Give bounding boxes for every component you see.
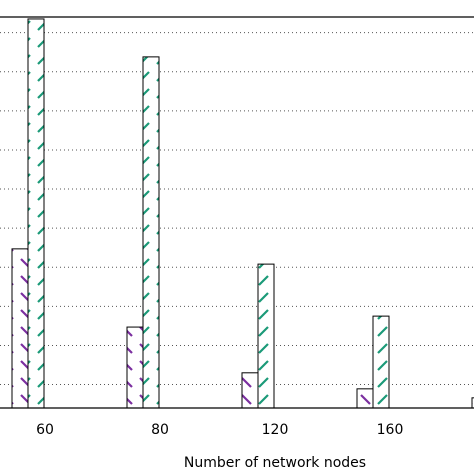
x-tick-label: 160	[377, 422, 404, 438]
x-tick-label: 80	[151, 422, 169, 438]
bar	[372, 315, 390, 409]
bar	[27, 18, 45, 409]
bar	[11, 248, 29, 409]
bar	[471, 397, 474, 409]
bar	[241, 372, 259, 409]
x-tick-label: 120	[262, 422, 289, 438]
bar	[257, 263, 275, 409]
bar	[142, 56, 160, 409]
x-axis-title: Number of network nodes	[184, 455, 366, 471]
bar	[356, 388, 374, 409]
x-tick-label: 60	[36, 422, 54, 438]
bar	[126, 326, 144, 409]
